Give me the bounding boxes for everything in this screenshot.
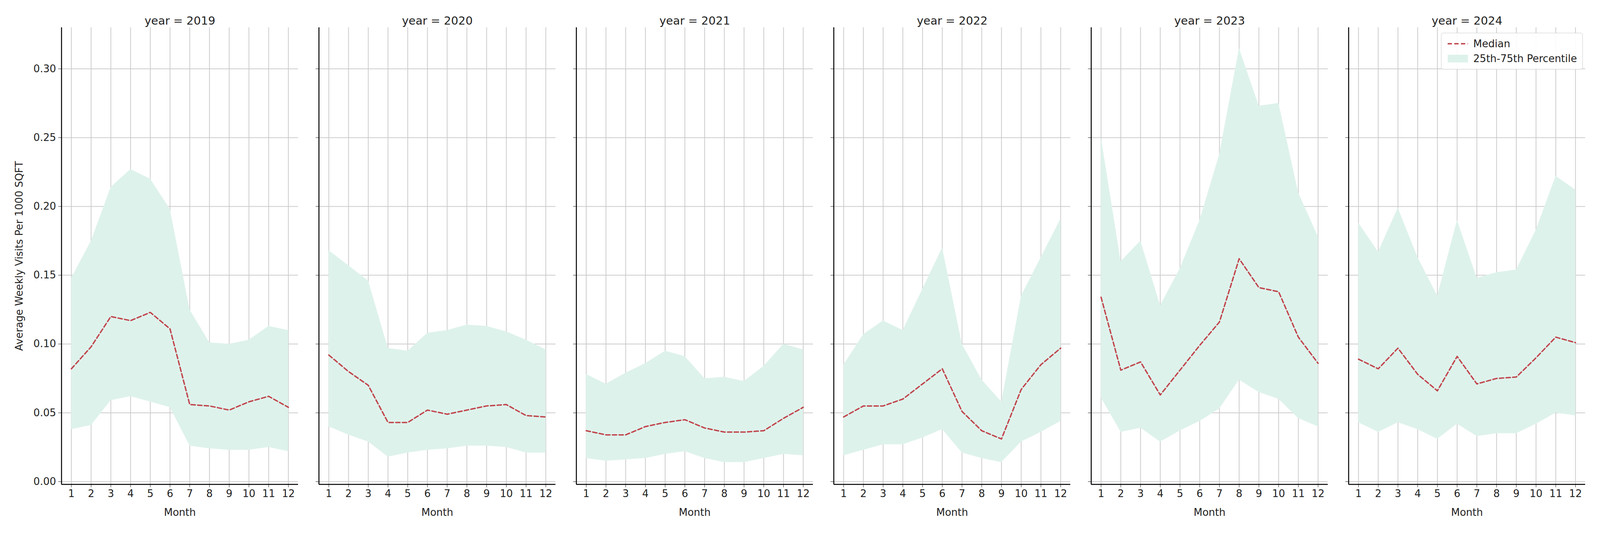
- svg-text:12: 12: [1054, 487, 1068, 500]
- svg-text:0.05: 0.05: [33, 407, 57, 419]
- svg-text:11: 11: [519, 487, 533, 500]
- svg-text:0.20: 0.20: [33, 200, 57, 213]
- svg-text:2: 2: [87, 487, 95, 500]
- svg-text:1: 1: [840, 487, 847, 500]
- svg-text:0.25: 0.25: [33, 131, 57, 144]
- svg-text:3: 3: [1394, 487, 1402, 500]
- svg-text:4: 4: [1157, 487, 1164, 500]
- svg-text:1: 1: [67, 487, 75, 500]
- svg-text:12: 12: [1569, 487, 1583, 500]
- svg-text:10: 10: [757, 487, 771, 500]
- svg-text:12: 12: [1311, 487, 1325, 500]
- svg-text:8: 8: [1235, 487, 1243, 500]
- svg-text:Month: Month: [421, 506, 454, 519]
- svg-text:11: 11: [1034, 487, 1048, 500]
- svg-text:10: 10: [500, 487, 513, 500]
- svg-text:0.30: 0.30: [33, 62, 57, 75]
- svg-text:3: 3: [622, 487, 629, 500]
- svg-text:3: 3: [364, 487, 372, 500]
- svg-text:1: 1: [1097, 487, 1105, 500]
- svg-text:10: 10: [1272, 487, 1286, 500]
- svg-text:12: 12: [796, 487, 810, 500]
- svg-text:7: 7: [1216, 487, 1223, 500]
- svg-text:Month: Month: [1193, 506, 1226, 519]
- svg-text:8: 8: [1493, 487, 1500, 500]
- svg-text:10: 10: [1014, 487, 1028, 500]
- svg-text:6: 6: [1196, 487, 1204, 500]
- svg-text:4: 4: [384, 487, 392, 500]
- svg-text:10: 10: [242, 487, 256, 500]
- svg-text:4: 4: [899, 487, 907, 500]
- svg-text:Month: Month: [1451, 506, 1484, 519]
- svg-text:11: 11: [1549, 487, 1563, 500]
- svg-text:7: 7: [701, 487, 708, 500]
- svg-text:9: 9: [483, 487, 490, 500]
- svg-text:9: 9: [225, 487, 233, 500]
- svg-text:3: 3: [107, 487, 115, 500]
- svg-text:9: 9: [998, 487, 1005, 500]
- svg-text:9: 9: [1512, 487, 1520, 500]
- svg-text:6: 6: [939, 487, 946, 500]
- svg-text:9: 9: [740, 487, 748, 500]
- svg-text:2: 2: [602, 487, 610, 500]
- svg-text:4: 4: [1414, 487, 1422, 500]
- svg-text:6: 6: [1453, 487, 1461, 500]
- svg-text:year = 2021: year = 2021: [659, 14, 731, 28]
- svg-text:year = 2019: year = 2019: [144, 14, 216, 28]
- svg-text:5: 5: [1176, 487, 1184, 500]
- svg-text:1: 1: [582, 487, 590, 500]
- svg-text:5: 5: [146, 487, 154, 500]
- svg-text:2: 2: [1375, 487, 1382, 500]
- svg-text:year = 2020: year = 2020: [401, 14, 473, 28]
- svg-text:10: 10: [1529, 487, 1543, 500]
- svg-text:5: 5: [661, 487, 669, 500]
- svg-text:6: 6: [166, 487, 174, 500]
- svg-text:11: 11: [1291, 487, 1305, 500]
- svg-text:8: 8: [206, 487, 213, 500]
- svg-text:4: 4: [127, 487, 134, 500]
- svg-text:6: 6: [424, 487, 431, 500]
- svg-text:6: 6: [681, 487, 689, 500]
- svg-text:1: 1: [1355, 487, 1362, 500]
- svg-text:7: 7: [958, 487, 966, 500]
- svg-text:Month: Month: [164, 506, 197, 519]
- svg-text:7: 7: [186, 487, 193, 500]
- svg-text:3: 3: [1137, 487, 1144, 500]
- svg-text:Month: Month: [936, 506, 969, 519]
- svg-text:year = 2024: year = 2024: [1431, 14, 1503, 28]
- svg-text:Month: Month: [678, 506, 711, 519]
- svg-text:9: 9: [1255, 487, 1263, 500]
- svg-text:1: 1: [325, 487, 333, 500]
- svg-text:5: 5: [919, 487, 926, 500]
- svg-text:0.00: 0.00: [33, 475, 57, 488]
- svg-text:5: 5: [1433, 487, 1441, 500]
- svg-text:12: 12: [539, 487, 553, 500]
- html-text:Median: Median: [1473, 37, 1511, 50]
- svg-text:11: 11: [262, 487, 275, 500]
- svg-text:5: 5: [404, 487, 411, 500]
- svg-text:8: 8: [978, 487, 986, 500]
- svg-text:11: 11: [776, 487, 790, 500]
- svg-text:4: 4: [642, 487, 649, 500]
- svg-text:7: 7: [443, 487, 451, 500]
- svg-text:year = 2023: year = 2023: [1174, 14, 1245, 28]
- html-text:25th-75th Percentile: 25th-75th Percentile: [1473, 52, 1577, 65]
- svg-text:2: 2: [860, 487, 867, 500]
- svg-text:7: 7: [1473, 487, 1481, 500]
- svg-text:2: 2: [1117, 487, 1125, 500]
- svg-text:0.15: 0.15: [33, 269, 57, 281]
- svg-text:year = 2022: year = 2022: [916, 14, 988, 28]
- svg-text:8: 8: [721, 487, 728, 500]
- svg-text:8: 8: [463, 487, 471, 500]
- svg-text:3: 3: [879, 487, 887, 500]
- svg-text:12: 12: [282, 487, 295, 500]
- svg-text:2: 2: [345, 487, 352, 500]
- svg-text:Average Weekly Visits Per 1000: Average Weekly Visits Per 1000 SQFT: [13, 160, 25, 351]
- svg-text:0.10: 0.10: [33, 337, 57, 350]
